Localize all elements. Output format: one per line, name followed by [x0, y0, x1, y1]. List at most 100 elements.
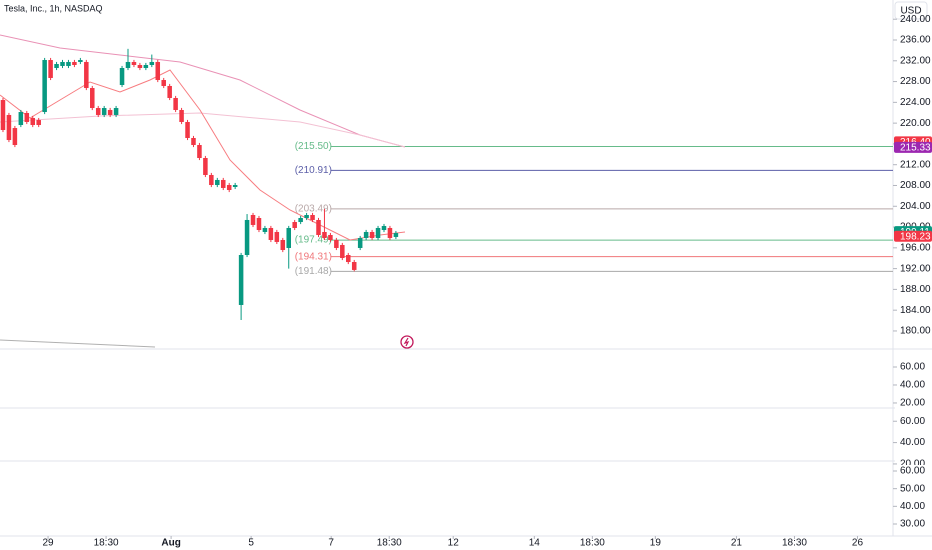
- y-tick-label: 192.00: [900, 263, 931, 274]
- candle-body: [250, 214, 256, 225]
- y-tick-label: 40.00: [900, 380, 925, 391]
- indicator-line: [0, 339, 156, 348]
- level-label: (203.49): [295, 204, 332, 215]
- y-tick-bg: [895, 415, 932, 428]
- y-tick-label: 60.00: [900, 362, 925, 373]
- candle-body: [244, 219, 250, 255]
- x-tick-label: 26: [852, 538, 864, 549]
- y-tick-label: 240.00: [900, 14, 931, 25]
- candle-body: [226, 185, 232, 191]
- candle-body: [119, 68, 125, 85]
- candle-body: [256, 218, 262, 231]
- y-tick-bg: [895, 465, 932, 478]
- replay-icon[interactable]: [400, 335, 414, 349]
- y-tick-label: 180.00: [900, 326, 931, 337]
- candle-body: [328, 234, 333, 240]
- candle-body: [369, 231, 375, 239]
- candle-body: [387, 227, 393, 239]
- x-tick-label: 18:30: [377, 538, 402, 549]
- candle-body: [316, 219, 321, 235]
- currency-button[interactable]: [894, 1, 928, 20]
- level-label: (215.50): [295, 141, 332, 152]
- candle-body: [137, 64, 143, 69]
- candle-body: [215, 179, 220, 186]
- price-tag-label: 215.33: [900, 143, 931, 154]
- candle-body: [298, 218, 303, 223]
- candle-body: [78, 60, 83, 62]
- y-tick-label: 60.00: [900, 416, 925, 427]
- x-tick-label: 14: [529, 538, 541, 549]
- price-tag: [894, 230, 932, 242]
- y-tick-label: 204.00: [900, 201, 931, 212]
- candle-body: [351, 262, 357, 270]
- candle-body: [357, 238, 363, 248]
- candle-body: [191, 137, 196, 146]
- candle-body: [375, 227, 381, 239]
- candle-body: [24, 113, 30, 122]
- x-tick-label: 29: [42, 538, 54, 549]
- x-tick-label: 12: [448, 538, 460, 549]
- candle-body: [197, 145, 202, 158]
- candle-body: [363, 231, 369, 239]
- candle-body: [220, 179, 226, 188]
- y-tick-label: 196.00: [900, 242, 931, 253]
- candle-body: [393, 233, 399, 237]
- y-tick-label: 20.00: [900, 459, 925, 470]
- x-tick-label: 7: [328, 538, 334, 549]
- candle-body: [42, 60, 47, 113]
- y-tick-bg: [895, 500, 932, 513]
- candle-body: [346, 254, 351, 263]
- candle-body: [161, 80, 166, 86]
- price-tag: [894, 141, 932, 153]
- candle-body: [149, 61, 155, 65]
- candle-body: [232, 185, 238, 187]
- candle-body: [12, 128, 18, 146]
- candle-body: [381, 226, 387, 231]
- candle-body: [125, 61, 131, 69]
- level-label: (197.49): [295, 235, 332, 246]
- candle-body: [167, 85, 172, 98]
- currency[interactable]: USD: [900, 6, 921, 17]
- candle-body: [113, 108, 119, 115]
- y-tick-bg: [895, 378, 932, 391]
- indicator-line: [0, 69, 406, 241]
- candle-body: [36, 120, 41, 126]
- x-tick-label: 18:30: [94, 538, 119, 549]
- candle-body: [54, 64, 59, 69]
- candle-body: [6, 114, 12, 141]
- y-tick-bg: [895, 517, 932, 530]
- level-label: (210.91): [295, 165, 332, 176]
- candle-body: [334, 239, 339, 248]
- y-tick-bg: [895, 436, 932, 449]
- indicator-line: [0, 112, 406, 148]
- y-tick-label: 208.00: [900, 180, 931, 191]
- candle-body: [292, 222, 297, 228]
- candle-body: [155, 61, 161, 81]
- x-tick-label: 19: [650, 538, 662, 549]
- candle-body: [209, 174, 214, 186]
- y-tick-label: 212.00: [900, 159, 931, 170]
- candle-body: [262, 227, 268, 232]
- candle-body: [274, 231, 280, 242]
- candle-body: [143, 64, 149, 69]
- x-tick-label: Aug: [161, 538, 180, 549]
- level-label: (191.48): [295, 266, 332, 277]
- candle-body: [107, 109, 113, 115]
- candle-body: [84, 61, 89, 89]
- candle-body: [179, 109, 184, 122]
- candle-body: [66, 61, 71, 66]
- y-tick-bg: [895, 482, 932, 495]
- candle-body: [30, 117, 36, 126]
- candle-body: [322, 231, 327, 239]
- price-tag-label: 198.23: [900, 231, 931, 242]
- candle-body: [304, 214, 309, 219]
- y-tick-label: 236.00: [900, 35, 931, 46]
- candle-body: [238, 254, 244, 305]
- level-label: (194.31): [295, 251, 332, 262]
- y-tick-label: 228.00: [900, 76, 931, 87]
- y-tick-label: 220.00: [900, 118, 931, 129]
- y-tick-label: 60.00: [900, 466, 925, 477]
- x-tick-label: 21: [731, 538, 743, 549]
